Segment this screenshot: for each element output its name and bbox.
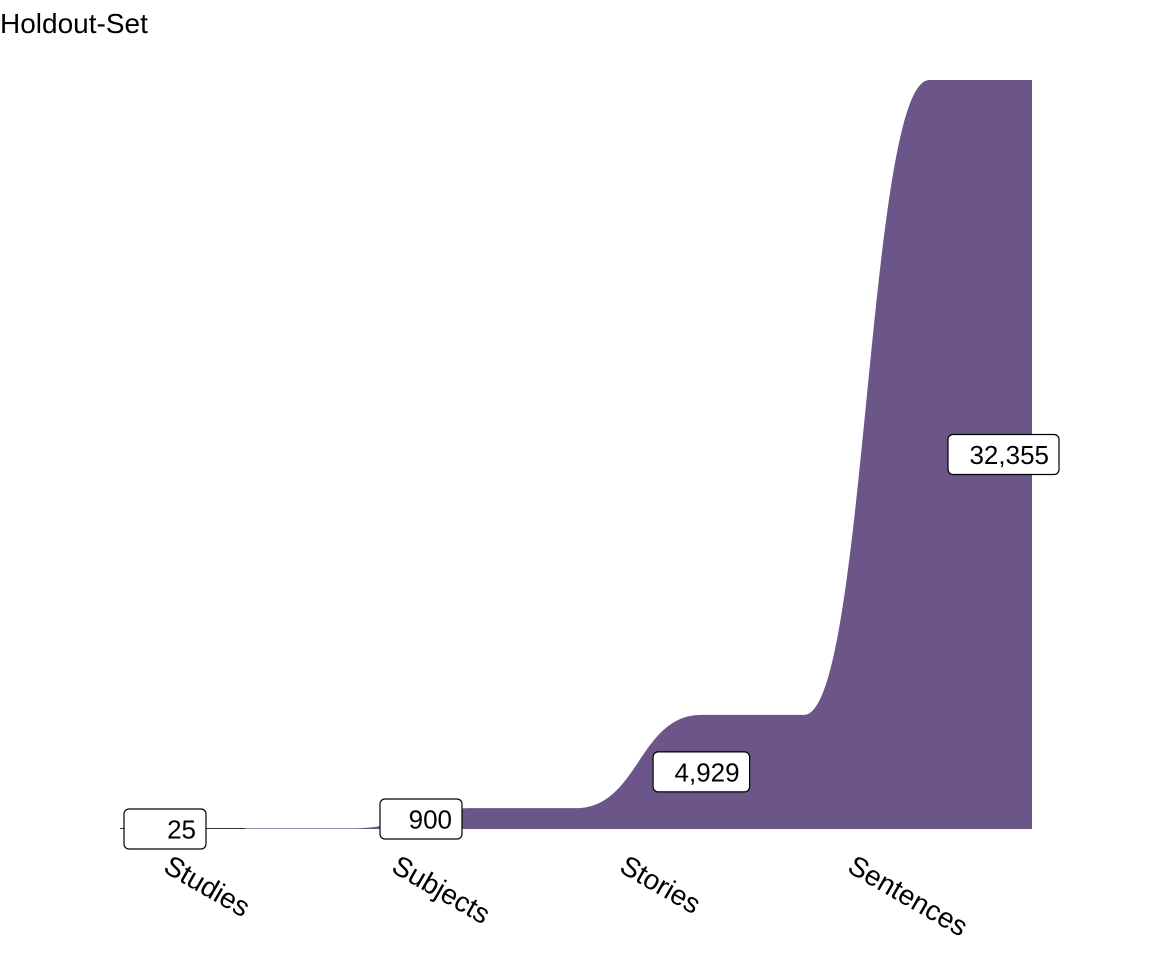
x-tick-label-sentences: Sentences — [843, 849, 973, 942]
data-label-box — [947, 433, 1060, 476]
data-label-studies: 25 — [123, 808, 207, 850]
x-axis-tick-labels: Studies Subjects Stories Sentences — [159, 849, 973, 942]
data-label-text: 900 — [409, 804, 452, 834]
x-tick-label-subjects: Subjects — [387, 849, 496, 930]
data-label-text: 4,929 — [675, 757, 740, 787]
x-tick-label-stories: Stories — [615, 849, 706, 919]
data-label-stories: 4,929 — [652, 751, 751, 793]
data-label-box — [379, 798, 463, 840]
x-tick-label-studies: Studies — [159, 849, 255, 923]
data-label-text: 32,355 — [969, 440, 1049, 470]
area-series — [120, 80, 1032, 829]
data-label-subjects: 900 — [379, 798, 463, 840]
data-label-text: 25 — [167, 814, 196, 844]
data-label-box — [652, 751, 751, 793]
chart-title: Holdout-Set — [0, 8, 148, 39]
data-label-box — [123, 808, 207, 850]
data-labels: 25 900 4,929 32,355 — [123, 433, 1060, 850]
data-label-sentences: 32,355 — [947, 433, 1060, 476]
